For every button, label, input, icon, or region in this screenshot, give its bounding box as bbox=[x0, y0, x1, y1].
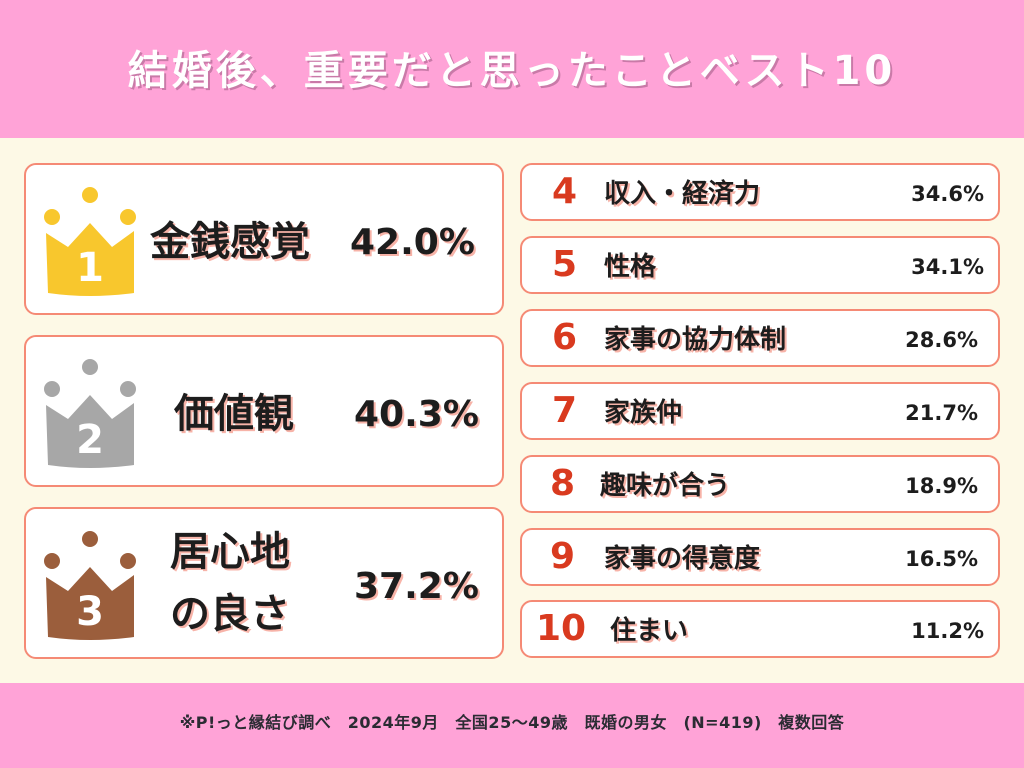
rank-10-card: 10 住まい 11.2% bbox=[520, 600, 1000, 658]
rank-9-card: 9 家事の得意度 16.5% bbox=[520, 528, 1000, 586]
rank-1-label: 金銭感覚 bbox=[150, 219, 310, 265]
rank-5-card: 5 性格 34.1% bbox=[520, 236, 1000, 294]
rank-2-percent: 40.3% bbox=[354, 394, 479, 435]
rank-9-number: 9 bbox=[550, 536, 576, 577]
rank-2-label: 価値観 bbox=[174, 391, 294, 437]
rank-3-label-line2: の良さ bbox=[170, 591, 290, 637]
rank-7-number: 7 bbox=[552, 390, 578, 431]
rank-9-percent: 16.5% bbox=[905, 547, 978, 571]
rank-7-card: 7 家族仲 21.7% bbox=[520, 382, 1000, 440]
rank-5-number: 5 bbox=[552, 244, 578, 285]
rank-4-label: 収入・経済力 bbox=[604, 179, 761, 209]
title-banner: 結婚後、重要だと思ったことベスト10 bbox=[0, 0, 1024, 138]
svg-text:1: 1 bbox=[76, 245, 104, 291]
svg-text:3: 3 bbox=[76, 589, 104, 635]
footer-banner: ※P!っと縁結び調べ 2024年9月 全国25〜49歳 既婚の男女 (N=419… bbox=[0, 683, 1024, 768]
rank-3-card: 3 居心地 の良さ 37.2% bbox=[24, 507, 504, 659]
rank-3-label-line1: 居心地 bbox=[170, 529, 290, 575]
rank-2-card: 2 価値観 40.3% bbox=[24, 335, 504, 487]
rank-10-label: 住まい bbox=[610, 616, 689, 646]
rank-10-number: 10 bbox=[536, 608, 587, 649]
rank-1-percent: 42.0% bbox=[350, 222, 475, 263]
rank-7-percent: 21.7% bbox=[905, 401, 978, 425]
bronze-crown-icon: 3 bbox=[40, 529, 140, 644]
rank-8-label: 趣味が合う bbox=[600, 471, 731, 501]
rank-5-percent: 34.1% bbox=[911, 255, 984, 279]
source-note: ※P!っと縁結び調べ 2024年9月 全国25〜49歳 既婚の男女 (N=419… bbox=[179, 713, 845, 732]
rank-8-card: 8 趣味が合う 18.9% bbox=[520, 455, 1000, 513]
rank-8-number: 8 bbox=[550, 463, 576, 504]
rank-4-card: 4 収入・経済力 34.6% bbox=[520, 163, 1000, 221]
silver-crown-icon: 2 bbox=[40, 357, 140, 472]
rank-1-card: 1 金銭感覚 42.0% bbox=[24, 163, 504, 315]
rank-6-number: 6 bbox=[552, 317, 578, 358]
page-title: 結婚後、重要だと思ったことベスト10 bbox=[127, 48, 897, 94]
svg-text:2: 2 bbox=[76, 417, 104, 463]
rank-7-label: 家族仲 bbox=[604, 398, 683, 428]
rank-5-label: 性格 bbox=[604, 252, 657, 282]
rank-6-label: 家事の協力体制 bbox=[604, 325, 787, 355]
gold-crown-icon: 1 bbox=[40, 185, 140, 300]
rank-4-percent: 34.6% bbox=[911, 182, 984, 206]
rank-3-percent: 37.2% bbox=[354, 566, 479, 607]
rank-9-label: 家事の得意度 bbox=[604, 544, 761, 574]
rank-6-percent: 28.6% bbox=[905, 328, 978, 352]
rank-6-card: 6 家事の協力体制 28.6% bbox=[520, 309, 1000, 367]
rank-8-percent: 18.9% bbox=[905, 474, 978, 498]
rank-10-percent: 11.2% bbox=[911, 619, 984, 643]
rank-4-number: 4 bbox=[552, 171, 578, 212]
